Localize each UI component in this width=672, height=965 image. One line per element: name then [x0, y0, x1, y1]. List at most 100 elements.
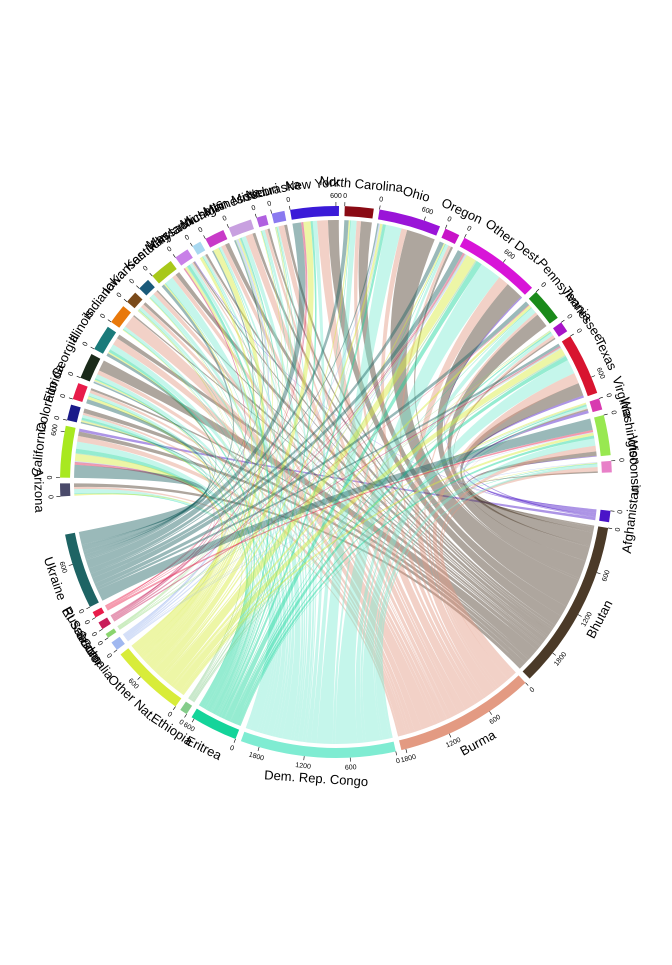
- sector: [93, 607, 105, 617]
- tick: [445, 225, 447, 229]
- tick: [69, 564, 73, 565]
- tick: [289, 206, 290, 210]
- sector: [601, 461, 612, 473]
- tick-label: 0: [539, 281, 547, 289]
- tick: [464, 234, 466, 238]
- sector: [60, 426, 76, 478]
- sector: [67, 405, 81, 423]
- tick: [597, 573, 601, 574]
- sector: [272, 211, 287, 223]
- tick-label: 0: [379, 196, 384, 204]
- tick-label: 0: [54, 415, 62, 420]
- tick: [604, 414, 608, 415]
- tick: [204, 235, 206, 239]
- tick: [255, 214, 256, 218]
- tick-label: 0: [251, 205, 257, 213]
- tick: [490, 711, 492, 714]
- tick: [108, 320, 111, 322]
- sector: [599, 510, 610, 522]
- tick-label: 0: [466, 225, 473, 233]
- tick-label: 1800: [400, 754, 417, 765]
- tick: [185, 714, 187, 717]
- tick-label: 0: [617, 458, 624, 463]
- tick-label: 1800: [248, 751, 265, 762]
- tick: [578, 615, 582, 617]
- sector: [344, 206, 373, 218]
- tick: [105, 638, 108, 640]
- sector: [594, 415, 611, 456]
- tick-label: 0: [222, 215, 228, 223]
- sector: [229, 219, 254, 237]
- sector: [205, 230, 227, 248]
- sector: [192, 242, 205, 255]
- tick: [599, 397, 603, 398]
- tick: [136, 286, 139, 289]
- tick: [192, 719, 194, 722]
- sector: [111, 637, 124, 650]
- tick-label: 1800: [553, 651, 568, 668]
- tick: [77, 376, 81, 378]
- tick: [114, 650, 117, 652]
- sector: [139, 280, 155, 296]
- tick: [536, 289, 539, 292]
- tick: [424, 217, 425, 221]
- tick-label: 0: [286, 197, 291, 205]
- tick: [190, 243, 192, 246]
- sector: [256, 215, 268, 227]
- tick: [173, 707, 175, 710]
- sector: [441, 229, 459, 244]
- sector: [290, 206, 339, 220]
- tick-label: 600: [595, 367, 606, 381]
- ribbons: [74, 220, 598, 744]
- tick: [138, 677, 141, 680]
- tick: [449, 734, 451, 738]
- tick-label: 0: [343, 193, 347, 200]
- sector: [180, 702, 192, 715]
- tick-label: 0: [128, 278, 136, 286]
- tick-label: 0: [446, 216, 452, 224]
- tick: [570, 334, 573, 336]
- tick-label: 600: [51, 424, 60, 437]
- sector-label: Russia: [60, 604, 93, 647]
- tick: [406, 749, 407, 753]
- tick: [99, 629, 102, 631]
- tick-label: 600: [421, 206, 434, 216]
- sector: [590, 398, 603, 412]
- sector: [73, 383, 88, 402]
- tick: [503, 259, 505, 262]
- sector-label: Tennessee: [559, 284, 607, 344]
- tick: [608, 528, 612, 529]
- tick-label: 0: [609, 410, 617, 416]
- tick-label: 0: [229, 745, 235, 753]
- tick: [553, 653, 556, 655]
- tick: [396, 751, 397, 755]
- tick-label: 0: [184, 234, 191, 242]
- sector-label: Ohio: [401, 183, 431, 205]
- tick-label: 0: [99, 313, 107, 320]
- tick: [173, 254, 175, 257]
- tick: [525, 683, 528, 686]
- tick: [63, 419, 67, 420]
- tick: [61, 431, 65, 432]
- sector-label: Texas: [592, 335, 620, 373]
- sector: [553, 322, 567, 336]
- tick-label: 0: [142, 265, 150, 273]
- tick-label: 0: [47, 475, 54, 479]
- tick-label: 0: [604, 393, 612, 399]
- tick-label: 0: [68, 371, 76, 377]
- tick: [69, 398, 73, 399]
- tick: [561, 320, 564, 322]
- tick-label: 0: [166, 246, 173, 254]
- tick: [271, 210, 272, 214]
- sector: [106, 628, 117, 637]
- tick-label: 0: [267, 200, 273, 208]
- tick-label: 600: [330, 193, 342, 200]
- tick-label: 0: [565, 313, 573, 320]
- tick-label: 600: [488, 714, 502, 726]
- tick-label: 0: [82, 341, 90, 348]
- tick: [124, 299, 127, 302]
- tick: [91, 347, 95, 349]
- tick: [86, 607, 90, 609]
